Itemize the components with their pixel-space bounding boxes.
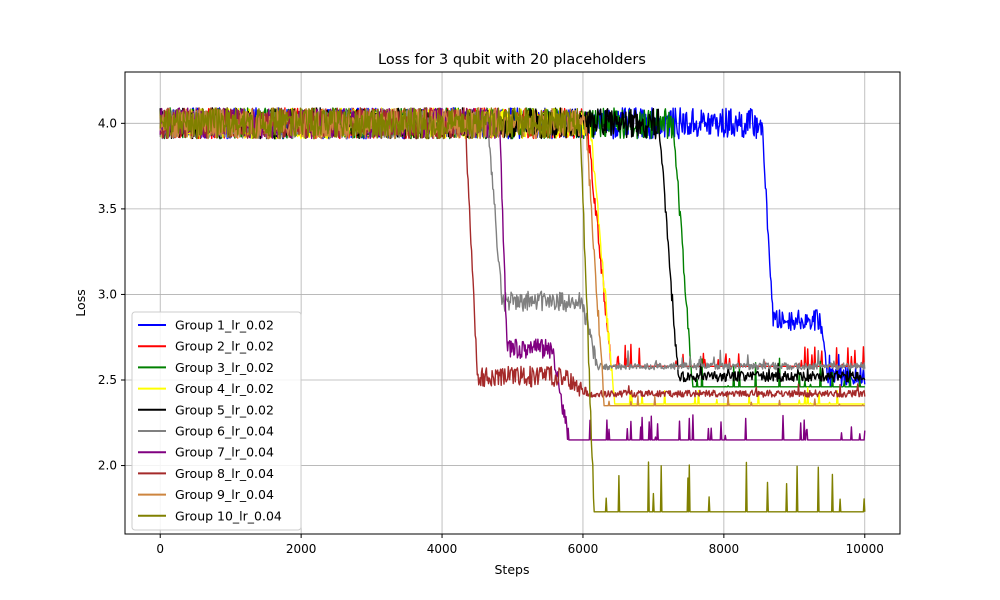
legend-box (131, 311, 302, 531)
legend-label: Group 1_lr_0.02 (175, 318, 274, 333)
x-axis-label: Steps (495, 562, 530, 577)
legend-label: Group 4_lr_0.02 (175, 381, 274, 396)
legend-label: Group 3_lr_0.02 (175, 360, 274, 375)
plot-frame (124, 71, 901, 535)
legend-label: Group 2_lr_0.02 (175, 339, 274, 354)
legend-label: Group 8_lr_0.04 (175, 466, 274, 481)
series-line-10 (159, 107, 866, 513)
legend-label: Group 9_lr_0.04 (175, 487, 274, 502)
y-tick-label: 4.0 (98, 116, 117, 130)
x-tick-label: 2000 (286, 542, 317, 556)
y-tick-label: 3.5 (98, 202, 117, 216)
y-tick-label: 3.0 (98, 287, 117, 301)
legend-label: Group 7_lr_0.04 (175, 445, 274, 460)
legend-label: Group 5_lr_0.02 (175, 402, 274, 417)
x-tick-label: 10000 (846, 542, 884, 556)
legend: Group 1_lr_0.02 Group 2_lr_0.02 Group 3_lr… (131, 311, 302, 531)
x-tick-label: 8000 (709, 542, 740, 556)
x-tick-label: 6000 (568, 542, 599, 556)
y-axis-label: Loss (73, 289, 88, 316)
legend-label: Group 10_lr_0.04 (175, 508, 282, 523)
y-tick-label: 2.0 (98, 459, 117, 473)
chart-title: Loss for 3 qubit with 20 placeholders (378, 52, 646, 68)
series-lines (159, 107, 866, 513)
axis-ticks: 0 2000 4000 6000 8000 10000 2.0 2.5 3.0 3.5 4.0 (98, 116, 884, 556)
x-tick-label: 4000 (427, 542, 458, 556)
series-line-7 (159, 107, 866, 441)
x-tick-label: 0 (156, 542, 164, 556)
legend-label: Group 6_lr_0.04 (175, 424, 274, 439)
y-tick-label: 2.5 (98, 373, 117, 387)
